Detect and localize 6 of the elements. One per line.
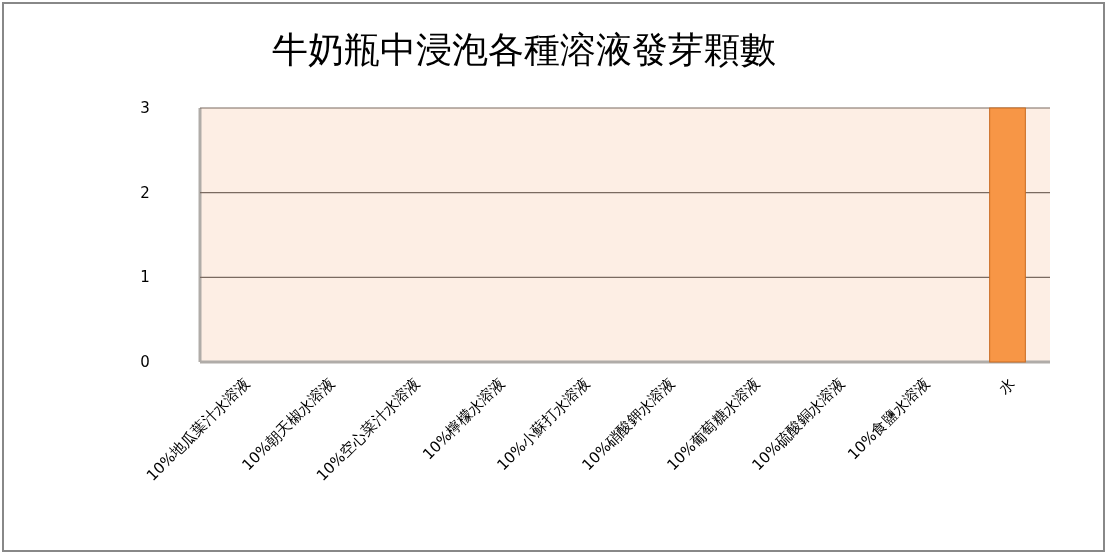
y-tick-label: 1 [140, 268, 150, 287]
x-tick-label: 水 [994, 374, 1019, 398]
y-tick-label: 2 [140, 183, 150, 202]
chart-title: 牛奶瓶中浸泡各種溶液發芽顆數 [271, 29, 776, 70]
y-tick-label: 0 [140, 353, 150, 371]
y-tick-label: 3 [140, 99, 150, 117]
